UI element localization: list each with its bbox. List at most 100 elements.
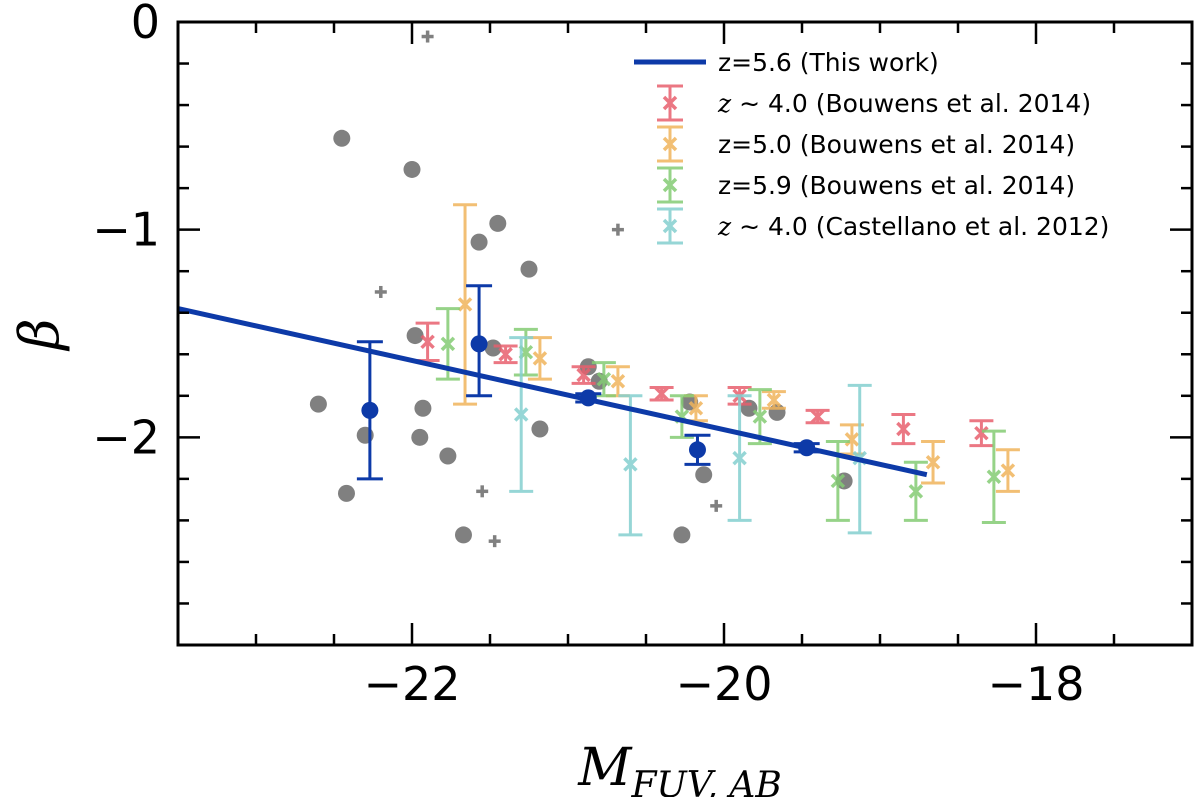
gray-plus-point	[421, 30, 434, 43]
x-marker-b	[440, 336, 456, 352]
x-marker-b	[654, 386, 669, 401]
legend-label-z: z	[717, 212, 732, 241]
x-marker-b	[732, 450, 747, 466]
x-marker-b	[986, 469, 1002, 485]
castellano_z4-point	[618, 394, 643, 537]
x-marker-b	[766, 392, 782, 408]
legend-label: z=5.0 (Bouwens et al. 2014)	[718, 130, 1075, 159]
gray-point	[695, 466, 713, 484]
gray-point	[403, 160, 421, 178]
x-marker-b	[596, 371, 612, 387]
bouwens_z59-point	[435, 307, 460, 381]
gray-point	[489, 214, 507, 232]
this-work-marker	[798, 439, 816, 457]
legend-errorbar-swatch	[657, 166, 683, 204]
this-work-point	[684, 433, 711, 466]
legend-label: z ∼ 4.0 (Bouwens et al. 2014)	[717, 89, 1091, 118]
gray-plus-point	[476, 485, 489, 498]
x-marker-b	[532, 351, 548, 366]
x-marker-b	[752, 409, 768, 424]
x-marker-b	[610, 374, 626, 389]
bouwens_z4-point	[891, 412, 916, 446]
bouwens_z5-point	[995, 448, 1020, 493]
gray-point	[768, 403, 786, 421]
legend-entry-castellano_z4: z ∼ 4.0 (Castellano et al. 2012)	[657, 207, 1109, 245]
bouwens_z4-point	[969, 419, 994, 448]
legend-errorbar-swatch	[657, 84, 683, 122]
legend-label: z=5.6 (This work)	[718, 48, 939, 77]
legend-entry-fit: z=5.6 (This work)	[634, 48, 939, 77]
gray-plus-point	[611, 223, 624, 236]
gray-point	[454, 526, 472, 544]
bouwens_z4-point	[649, 385, 674, 402]
this-work-marker	[470, 335, 488, 353]
legend-entry-bouwens_z5: z=5.0 (Bouwens et al. 2014)	[657, 125, 1075, 163]
x-marker-b	[810, 409, 825, 424]
castellano_z4-point	[509, 336, 534, 493]
legend-label-rest: ∼ 4.0 (Bouwens et al. 2014)	[731, 89, 1091, 118]
gray-point	[470, 233, 488, 251]
x-marker-b	[844, 432, 860, 447]
gray-plus-point	[488, 535, 501, 548]
legend: z=5.6 (This work) z ∼ 4.0 (Bouwens et al.…	[634, 48, 1109, 245]
bouwens_z4-point	[415, 321, 440, 362]
gray-point	[337, 484, 355, 502]
bouwens_z4-point	[493, 344, 518, 365]
x-marker-b	[974, 425, 989, 441]
x-marker-b	[662, 95, 678, 111]
x-tick-label: −20	[675, 657, 772, 711]
legend-entry-bouwens_z4: z ∼ 4.0 (Bouwens et al. 2014)	[657, 84, 1091, 122]
legend-label: z=5.9 (Bouwens et al. 2014)	[718, 171, 1075, 200]
this-work-point	[356, 340, 383, 481]
castellano_z4-point	[727, 394, 752, 522]
this-work-marker	[579, 389, 597, 407]
bouwens_z5-point	[761, 390, 786, 410]
legend-label-rest: ∼ 4.0 (Castellano et al. 2012)	[731, 212, 1109, 241]
x-marker-b	[420, 334, 435, 350]
this-work-point	[575, 389, 602, 407]
legend-errorbar-swatch	[657, 125, 683, 163]
gray-point	[309, 395, 327, 413]
gray-point	[406, 327, 424, 345]
legend-entry-bouwens_z59: z=5.9 (Bouwens et al. 2014)	[657, 166, 1075, 204]
y-tick-label: 0	[131, 0, 160, 49]
gray-point	[439, 447, 457, 465]
x-marker-b	[688, 401, 704, 416]
legend-errorbar-swatch	[657, 207, 683, 245]
legend-label: z ∼ 4.0 (Castellano et al. 2012)	[717, 212, 1109, 241]
x-marker-b	[1000, 463, 1016, 478]
bouwens_z59-point	[825, 439, 850, 522]
x-marker-b	[623, 457, 638, 472]
gray-point	[411, 428, 429, 446]
gray-point	[484, 339, 502, 357]
x-axis-label-sub: FUV, AB	[630, 765, 781, 797]
x-marker-b	[576, 367, 591, 383]
bouwens_z59-point	[747, 388, 772, 446]
y-axis-label: β	[8, 318, 71, 351]
x-marker-b	[513, 407, 529, 422]
gray-point	[531, 420, 549, 438]
gray-plus-point	[374, 285, 387, 298]
bouwens_z5-point	[605, 365, 630, 398]
legend-label-z: z	[717, 89, 732, 118]
y-tick-label: −2	[92, 410, 160, 464]
x-tick-label: −18	[987, 657, 1084, 711]
this-work-point	[793, 439, 820, 457]
y-tick-label: −1	[92, 203, 160, 257]
gray-point	[520, 260, 538, 278]
gray-point	[414, 399, 432, 417]
bouwens_z4-point	[571, 365, 596, 385]
x-marker-b	[908, 484, 924, 499]
data-layer	[178, 30, 1020, 548]
this-work-point	[466, 284, 493, 398]
this-work-marker	[361, 401, 379, 419]
gray-point	[740, 399, 758, 417]
ticks-layer: −22 −20 −18 0 −1 −2	[92, 0, 1192, 711]
x-marker-b	[830, 473, 846, 489]
gray-point	[673, 526, 691, 544]
x-axis-label: MFUV, AB	[577, 738, 782, 797]
bouwens_z5-point	[921, 439, 946, 485]
x-marker-b	[896, 421, 911, 437]
bouwens_z5-point	[527, 336, 552, 381]
